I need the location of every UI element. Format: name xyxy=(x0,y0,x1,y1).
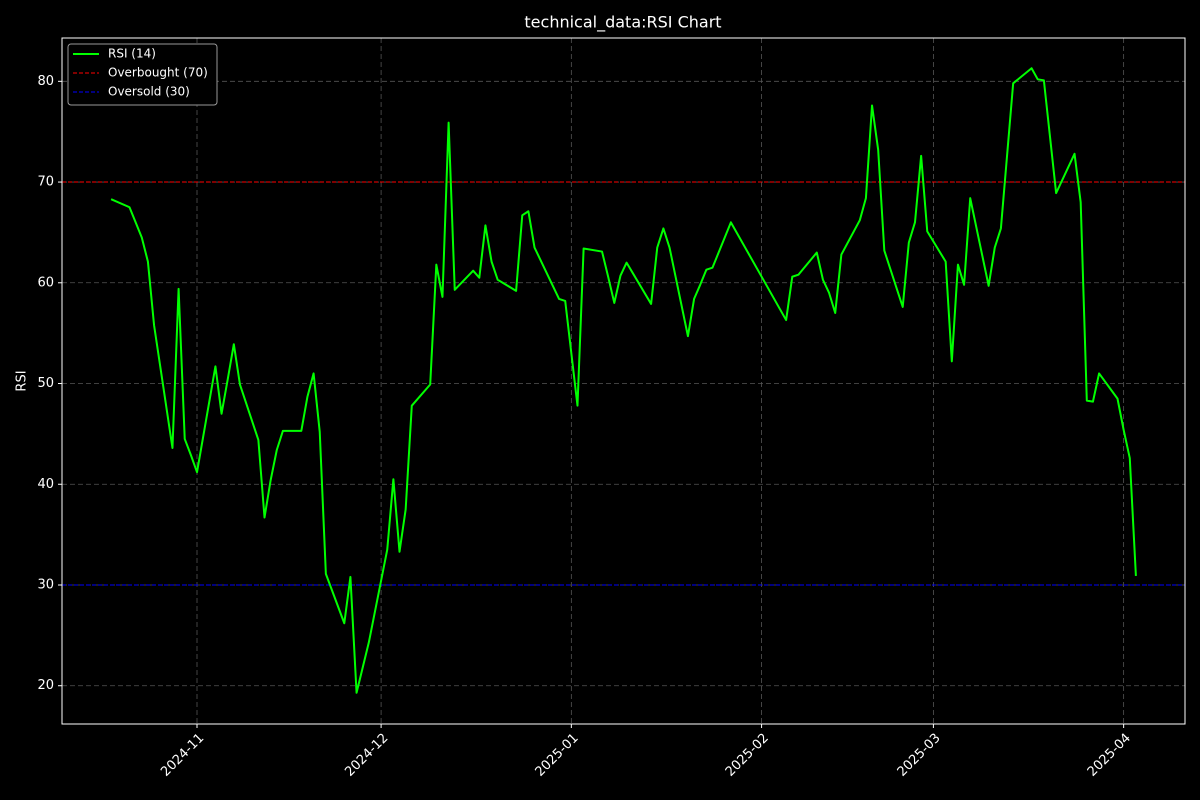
legend-label: Oversold (30) xyxy=(108,85,190,99)
legend-label: RSI (14) xyxy=(108,47,156,61)
y-tick-label: 70 xyxy=(37,175,54,190)
y-tick-label: 50 xyxy=(37,376,54,391)
y-tick-label: 60 xyxy=(37,275,54,290)
legend-label: Overbought (70) xyxy=(108,66,208,80)
y-axis-label: RSI xyxy=(15,370,30,391)
legend-box xyxy=(67,43,218,106)
chart-title: technical_data:RSI Chart xyxy=(524,13,721,33)
y-tick-label: 40 xyxy=(37,477,54,492)
y-tick-label: 30 xyxy=(37,577,54,592)
legend: RSI (14) Overbought (70) Oversold (30) xyxy=(67,43,218,106)
y-tick-label: 20 xyxy=(37,678,54,693)
rsi-line xyxy=(110,67,1137,694)
plot-frame xyxy=(61,37,1186,725)
y-tick-label: 80 xyxy=(37,74,54,89)
